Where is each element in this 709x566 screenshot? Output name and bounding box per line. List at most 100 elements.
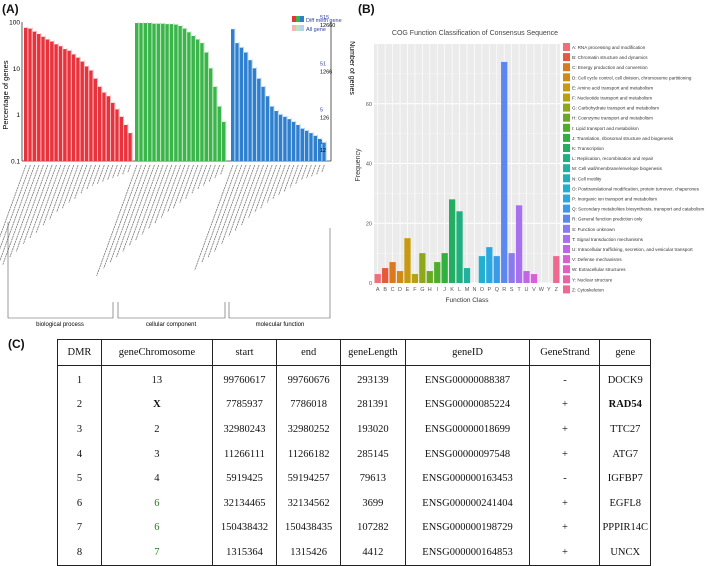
cell-gene: UNCX [599,540,651,566]
go-bar-cellular-component-3 [148,23,152,162]
go-legend-diff: Diff meth gene [306,18,342,24]
go-bracket-mf [228,228,331,319]
cog-legend-item: P: Inorganic ion transport and metabolis… [572,197,657,202]
go-bar-cellular-component-10 [178,25,182,162]
go-bar-biological-process-18 [102,92,106,161]
go-term-label-line [127,164,131,173]
go-term-label-line [321,164,325,173]
go-ylabel-left: Percentage of genes [1,60,10,129]
go-term-label-line [266,164,282,203]
cog-ylabel: Frequency [355,148,362,182]
go-bar-all-cellular-component-8 [173,23,175,162]
go-bar-biological-process-19 [106,96,111,161]
go-bar-biological-process-17 [97,86,102,161]
cell-gene-id: ENSG000000163453 [404,466,531,491]
cog-legend-swatch [563,154,570,163]
go-bar-biological-process-7 [54,44,58,161]
cog-legend-swatch [563,285,570,294]
go-bar-all-cellular-component-9 [177,23,179,162]
go-bar-all-cellular-component-6 [164,22,166,161]
go-bar-biological-process-24 [128,133,132,161]
header-gene-chromosome: geneChromosome [100,339,213,366]
go-term-label-line [220,164,225,175]
go-term-label-line [148,164,173,230]
header-dmr: DMR [57,339,102,366]
go-term-label-line [289,164,299,188]
go-bar-all-molecular-function-14 [295,120,297,161]
go-term-label-line [9,164,44,258]
go-legend-swatch-diff-red [292,16,296,22]
go-bar-all-molecular-function-3 [247,51,249,161]
cell-dmr: 2 [57,392,102,418]
go-bar-all-molecular-function-0 [234,28,236,161]
go-bar-all-biological-process-10 [70,49,72,161]
go-term-label-line [22,164,53,245]
go-bar-cellular-component-15 [200,43,204,161]
cog-legend-swatch [563,93,570,102]
go-term-label-line [214,164,221,179]
go-bar-all-cellular-component-0 [138,22,140,161]
go-bar-biological-process-13 [80,61,84,162]
go-bar-cellular-component-8 [169,24,174,161]
cell-start: 5919425 [211,466,278,491]
go-bar-all-biological-process-14 [88,65,90,161]
cog-x-tick-label: A [376,287,380,293]
cog-legend-item: Y: Nuclear structure [572,277,613,282]
table-header-row: DMR geneChromosome start end geneLength … [57,339,651,366]
cog-legend-swatch [563,144,570,152]
go-bar-biological-process-23 [124,124,128,161]
go-bar-all-biological-process-7 [57,43,59,161]
go-bar-all-molecular-function-10 [277,110,279,161]
go-term-label-line [103,164,142,269]
cog-x-tick-label: G [420,287,424,293]
go-bar-all-molecular-function-5 [256,67,258,161]
cog-legend-item: F: Nucleotide transport and metabolism [572,96,652,101]
go-bar-molecular-function-11 [278,114,283,161]
go-term-label-line [74,164,88,199]
cog-bar-D [396,271,404,283]
go-bar-biological-process-12 [76,57,80,161]
go-bar-biological-process-21 [115,109,119,161]
cog-bar-G [419,253,426,283]
go-bar-cellular-component-20 [222,121,226,161]
cog-legend-item: W: Extracellular structures [572,267,626,272]
go-bar-molecular-function-10 [274,110,278,161]
cog-legend-swatch [563,265,570,274]
go-term-label-line [278,164,290,196]
cell-end: 7786018 [276,392,342,418]
go-bracket-cc [117,302,226,319]
cell-chromosome: X [100,392,213,418]
go-bar-molecular-function-7 [261,86,265,161]
cell-strand: + [529,515,601,541]
cell-strand: + [529,392,601,418]
go-bar-all-cellular-component-14 [199,38,201,161]
go-term-label-line [248,164,269,218]
go-bar-biological-process-2 [32,31,37,161]
cog-legend-item: E: Amino acid transport and metabolism [572,85,653,90]
panel-a-label: (A) [2,2,19,16]
cell-strand: + [529,417,601,442]
go-term-label-line [49,164,70,220]
cog-bar-U [523,271,530,283]
go-bar-all-biological-process-8 [62,45,64,161]
cog-legend-item: I: Lipid transport and metabolism [572,126,639,131]
go-right-tick-black: 12 [320,148,326,154]
cell-start: 32134465 [211,490,278,516]
header-gene-strand: GeneStrand [529,339,601,366]
go-bar-cellular-component-9 [174,24,178,162]
cell-end: 99760676 [276,365,342,393]
cog-x-tick-label: U [525,287,529,293]
cell-chromosome: 4 [100,466,213,491]
go-term-label-line [62,164,79,209]
go-term-label-line [122,164,155,252]
cog-legend-item: K: Transcription [572,146,604,151]
go-bar-biological-process-8 [58,46,63,161]
go-bar-all-molecular-function-20 [321,137,323,161]
go-bracket-bp [7,222,114,319]
table-row: 6 6 32134465 32134562 3699 ENSG000000241… [57,490,651,516]
go-bar-molecular-function-2 [239,47,244,162]
cog-x-tick-label: N [472,287,476,293]
cell-gene: IGFBP7 [599,466,651,491]
cog-x-tick-label: J [443,287,446,293]
cog-x-tick-label: V [532,287,536,293]
